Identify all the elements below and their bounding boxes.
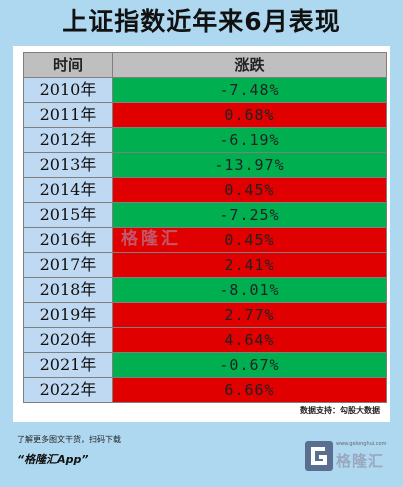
brand-name: 格隆汇 — [336, 452, 385, 470]
download-note: 了解更多图文干货，扫码下载 — [17, 435, 121, 444]
change-cell: 0.45% — [112, 227, 387, 253]
brand-logo: www.gelonghui.com 格隆汇 — [304, 436, 392, 476]
change-cell: -0.67% — [112, 352, 387, 378]
year-cell: 2020年 — [23, 327, 113, 353]
table-row: 2010年 -7.48% — [23, 77, 387, 103]
year-cell: 2017年 — [23, 252, 113, 278]
year-cell: 2014年 — [23, 177, 113, 203]
data-source: 数据支持：勾股大数据 — [300, 406, 380, 415]
table-row: 2020年 4.64% — [23, 327, 387, 353]
year-cell: 2021年 — [23, 352, 113, 378]
gelonghui-logo-icon — [305, 441, 333, 471]
change-cell: -6.19% — [112, 127, 387, 153]
table-row: 2014年 0.45% — [23, 177, 387, 203]
change-cell: 0.68% — [112, 102, 387, 128]
change-cell: -8.01% — [112, 277, 387, 303]
table-row: 2012年 -6.19% — [23, 127, 387, 153]
table-row: 2022年 6.66% — [23, 377, 387, 403]
page-title: 上证指数近年来6月表现 — [62, 7, 341, 36]
table-row: 2021年 -0.67% — [23, 352, 387, 378]
change-cell: 4.64% — [112, 327, 387, 353]
change-cell: -7.48% — [112, 77, 387, 103]
year-cell: 2018年 — [23, 277, 113, 303]
table-row: 2017年 2.41% — [23, 252, 387, 278]
table-row: 2015年 -7.25% — [23, 202, 387, 228]
app-name: “格隆汇App” — [17, 453, 89, 466]
change-cell: -13.97% — [112, 152, 387, 178]
header-time: 时间 — [23, 52, 113, 78]
change-cell: 6.66% — [112, 377, 387, 403]
change-cell: 2.41% — [112, 252, 387, 278]
monthly-performance-table: 时间 涨跌 2010年 -7.48% 2011年 0.68% 2012年 -6.19% 20… — [23, 52, 387, 403]
year-cell: 2016年 — [23, 227, 113, 253]
table-row: 2019年 2.77% — [23, 302, 387, 328]
change-cell: 2.77% — [112, 302, 387, 328]
year-cell: 2022年 — [23, 377, 113, 403]
change-cell: 0.45% — [112, 177, 387, 203]
year-cell: 2019年 — [23, 302, 113, 328]
change-cell: -7.25% — [112, 202, 387, 228]
table-row: 2016年 0.45% — [23, 227, 387, 253]
table-card: 时间 涨跌 2010年 -7.48% 2011年 0.68% 2012年 -6.19% 20… — [13, 46, 390, 422]
table-row: 2011年 0.68% — [23, 102, 387, 128]
year-cell: 2013年 — [23, 152, 113, 178]
year-cell: 2012年 — [23, 127, 113, 153]
brand-url: www.gelonghui.com — [336, 441, 387, 447]
table-header-row: 时间 涨跌 — [23, 52, 387, 78]
header-change: 涨跌 — [112, 52, 387, 78]
year-cell: 2011年 — [23, 102, 113, 128]
table-row: 2018年 -8.01% — [23, 277, 387, 303]
year-cell: 2010年 — [23, 77, 113, 103]
table-row: 2013年 -13.97% — [23, 152, 387, 178]
year-cell: 2015年 — [23, 202, 113, 228]
